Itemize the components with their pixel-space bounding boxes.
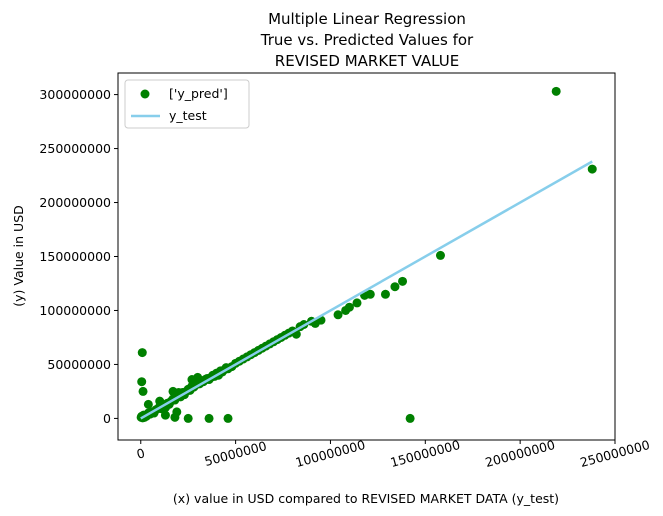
scatter-point	[352, 298, 362, 308]
y-axis-label: (y) Value in USD	[11, 205, 26, 307]
scatter-point	[137, 348, 147, 358]
y-tick-label: 150000000	[39, 249, 111, 264]
scatter-point	[333, 310, 343, 320]
y-tick-label: 300000000	[39, 87, 111, 102]
chart-title-line-3: REVISED MARKET VALUE	[275, 52, 459, 70]
chart-title: Multiple Linear Regression True vs. Pred…	[260, 10, 474, 70]
scatter-point	[398, 276, 408, 286]
scatter-point	[172, 407, 182, 417]
y-tick-label: 50000000	[47, 357, 111, 372]
y-tick-label: 0	[103, 411, 111, 426]
scatter-point	[193, 372, 203, 382]
x-tick-label: 0	[135, 445, 147, 462]
scatter-point	[137, 377, 147, 387]
line-layer	[140, 160, 593, 420]
legend-scatter-marker	[140, 89, 150, 99]
scatter-point	[380, 289, 390, 299]
scatter-point	[138, 386, 148, 396]
scatter-point	[155, 396, 165, 406]
y-tick-label: 250000000	[39, 141, 111, 156]
chart-title-line-2: True vs. Predicted Values for	[260, 31, 474, 49]
legend-scatter-label: ['y_pred']	[169, 86, 228, 101]
scatter-point	[160, 410, 170, 420]
scatter-point	[143, 399, 153, 409]
chart-title-line-1: Multiple Linear Regression	[268, 10, 466, 28]
legend: ['y_pred'] y_test	[124, 79, 250, 129]
scatter-point	[405, 413, 415, 423]
y-tick-label: 100000000	[39, 303, 111, 318]
y-axis-ticks: 0 50000000 100000000 150000000 200000000 2500…	[39, 87, 118, 426]
y-tick-label: 200000000	[39, 195, 111, 210]
legend-line-label: y_test	[169, 108, 207, 123]
scatter-point	[223, 413, 233, 423]
y-test-line	[140, 160, 593, 420]
scatter-point	[344, 302, 354, 312]
scatter-point	[551, 86, 561, 96]
scatter-point	[587, 164, 597, 174]
scatter-point	[435, 250, 445, 260]
scatter-point	[183, 413, 193, 423]
scatter-point	[390, 282, 400, 292]
x-axis-label: (x) value in USD compared to REVISED MAR…	[173, 491, 559, 506]
scatter-point	[204, 413, 214, 423]
scatter-point	[365, 289, 375, 299]
